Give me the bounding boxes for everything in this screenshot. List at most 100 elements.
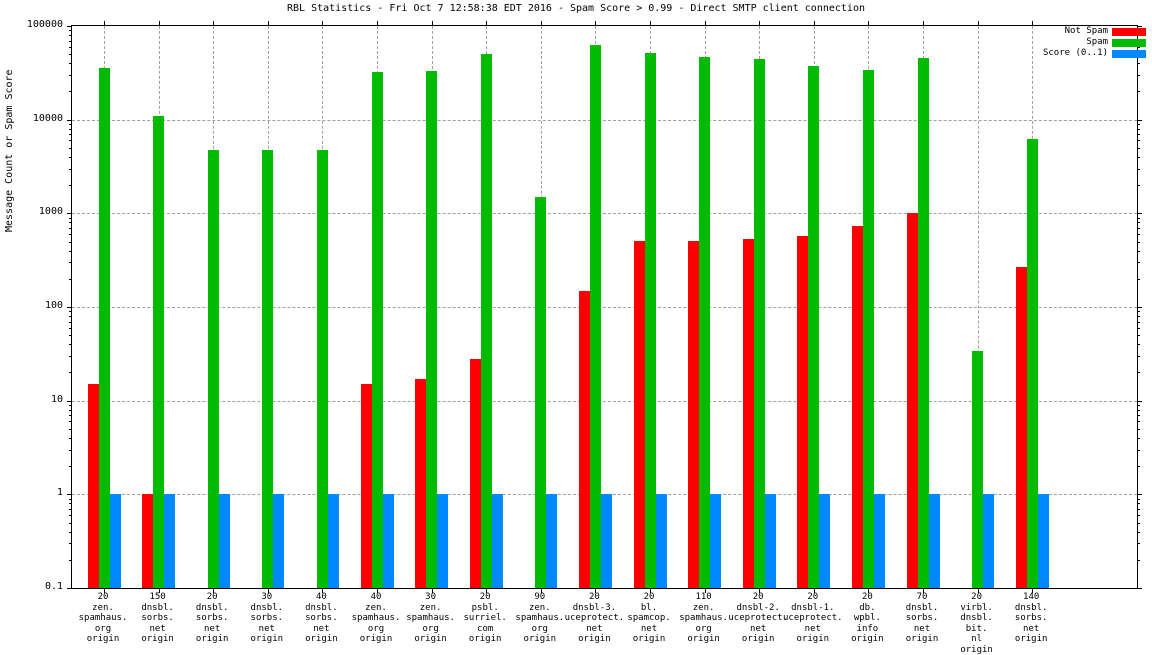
x-tick-label: 20 dnsbl-2. uceprotect. net origin <box>728 592 788 644</box>
y-minor-tick <box>69 559 72 561</box>
y-minor-tick <box>1137 321 1140 323</box>
x-tick-label: 110 zen. spamhaus. org origin <box>679 592 728 644</box>
y-minor-tick <box>1137 498 1140 500</box>
y-minor-tick <box>69 147 72 149</box>
y-minor-tick <box>69 35 72 37</box>
y-minor-tick <box>69 522 72 524</box>
bar <box>797 235 809 588</box>
y-minor-tick <box>1137 91 1140 93</box>
x-tick-mark <box>267 21 269 26</box>
y-minor-tick <box>69 327 72 329</box>
y-minor-tick <box>1137 515 1140 517</box>
x-tick-label: 20 dnsbl. sorbs. net origin <box>195 592 229 644</box>
legend-item: Not Spam <box>1024 26 1146 37</box>
y-tick-mark <box>67 588 72 589</box>
y-minor-tick <box>1137 140 1140 142</box>
legend-swatch <box>1112 49 1146 58</box>
x-tick-mark <box>813 588 815 593</box>
y-tick-label: 100000 <box>26 19 63 30</box>
bar <box>142 494 154 588</box>
x-tick-label: 20 zen. spamhaus. org origin <box>78 592 128 644</box>
bar <box>983 494 995 588</box>
y-tick-mark <box>67 119 72 121</box>
x-tick-mark <box>104 21 105 26</box>
y-minor-tick <box>69 421 72 423</box>
x-tick-label: 40 dnsbl. sorbs. net origin <box>305 592 338 644</box>
bar <box>808 66 820 588</box>
y-minor-tick <box>1137 217 1140 219</box>
bar <box>819 494 831 588</box>
bar <box>1037 494 1049 588</box>
y-minor-tick <box>1137 404 1140 406</box>
y-minor-tick <box>69 404 72 406</box>
y-minor-tick <box>1137 335 1140 337</box>
x-tick-label: 90 zen. spamhaus. org origin <box>515 592 565 644</box>
y-minor-tick <box>1137 316 1140 318</box>
bar <box>873 494 885 588</box>
bar <box>426 71 438 588</box>
y-minor-tick <box>1137 503 1140 505</box>
x-tick-label: 40 zen. spamhaus. org origin <box>351 592 401 644</box>
y-minor-tick <box>1137 46 1140 48</box>
x-tick-mark <box>540 21 542 26</box>
gridline <box>72 213 1137 215</box>
x-tick-label: 30 zen. spamhaus. org origin <box>406 592 455 644</box>
x-tick-mark <box>431 21 433 26</box>
y-tick-mark <box>67 26 72 27</box>
y-minor-tick <box>1137 134 1140 136</box>
y-minor-tick <box>1137 508 1140 510</box>
y-minor-tick <box>69 40 72 42</box>
x-tick-mark <box>540 588 542 593</box>
bar <box>262 150 274 588</box>
y-minor-tick <box>1137 437 1140 439</box>
y-minor-tick <box>69 128 72 130</box>
y-minor-tick <box>69 156 72 158</box>
x-tick-mark <box>158 588 160 593</box>
y-minor-tick <box>1137 234 1140 236</box>
bar <box>491 494 503 588</box>
x-tick-label: 150 dnsbl. sorbs. net origin <box>141 592 174 644</box>
y-tick-mark <box>1137 119 1142 121</box>
bar <box>546 494 558 588</box>
bar <box>109 494 121 588</box>
y-minor-tick <box>69 543 72 545</box>
y-tick-mark <box>1137 213 1142 215</box>
x-tick-label: 20 bl. spamcop. net origin <box>627 592 671 644</box>
x-tick-mark <box>104 588 105 593</box>
bar <box>906 212 918 588</box>
y-minor-tick <box>69 250 72 252</box>
y-axis-label: Message Count or Spam Score <box>4 69 15 232</box>
y-minor-tick <box>69 316 72 318</box>
gridline <box>72 119 1137 121</box>
gridline <box>72 307 1137 308</box>
y-tick-label: 0.1 <box>44 581 63 592</box>
bar <box>469 358 481 588</box>
bar <box>972 350 984 588</box>
gridline <box>72 400 1137 402</box>
x-tick-mark <box>158 21 160 26</box>
x-tick-label: 140 dnsbl. sorbs. net origin <box>1014 592 1048 644</box>
x-tick-mark <box>322 588 324 593</box>
y-minor-tick <box>69 335 72 337</box>
bar <box>316 150 328 588</box>
y-tick-mark <box>67 400 72 402</box>
y-minor-tick <box>69 355 72 357</box>
x-tick-mark <box>704 588 706 593</box>
y-minor-tick <box>69 262 72 264</box>
y-minor-tick <box>69 449 72 451</box>
bar <box>862 69 874 588</box>
y-minor-tick <box>69 30 72 32</box>
bar <box>742 239 754 588</box>
y-minor-tick <box>69 134 72 136</box>
x-tick-mark <box>759 21 761 26</box>
bar <box>153 115 165 588</box>
y-tick-mark <box>67 213 72 215</box>
x-tick-mark <box>486 588 488 593</box>
y-minor-tick <box>1137 372 1140 374</box>
x-tick-mark <box>868 21 870 26</box>
bar <box>644 52 656 588</box>
y-minor-tick <box>1137 250 1140 252</box>
bar <box>415 379 427 588</box>
x-tick-mark <box>759 588 761 593</box>
x-tick-mark <box>868 588 870 593</box>
